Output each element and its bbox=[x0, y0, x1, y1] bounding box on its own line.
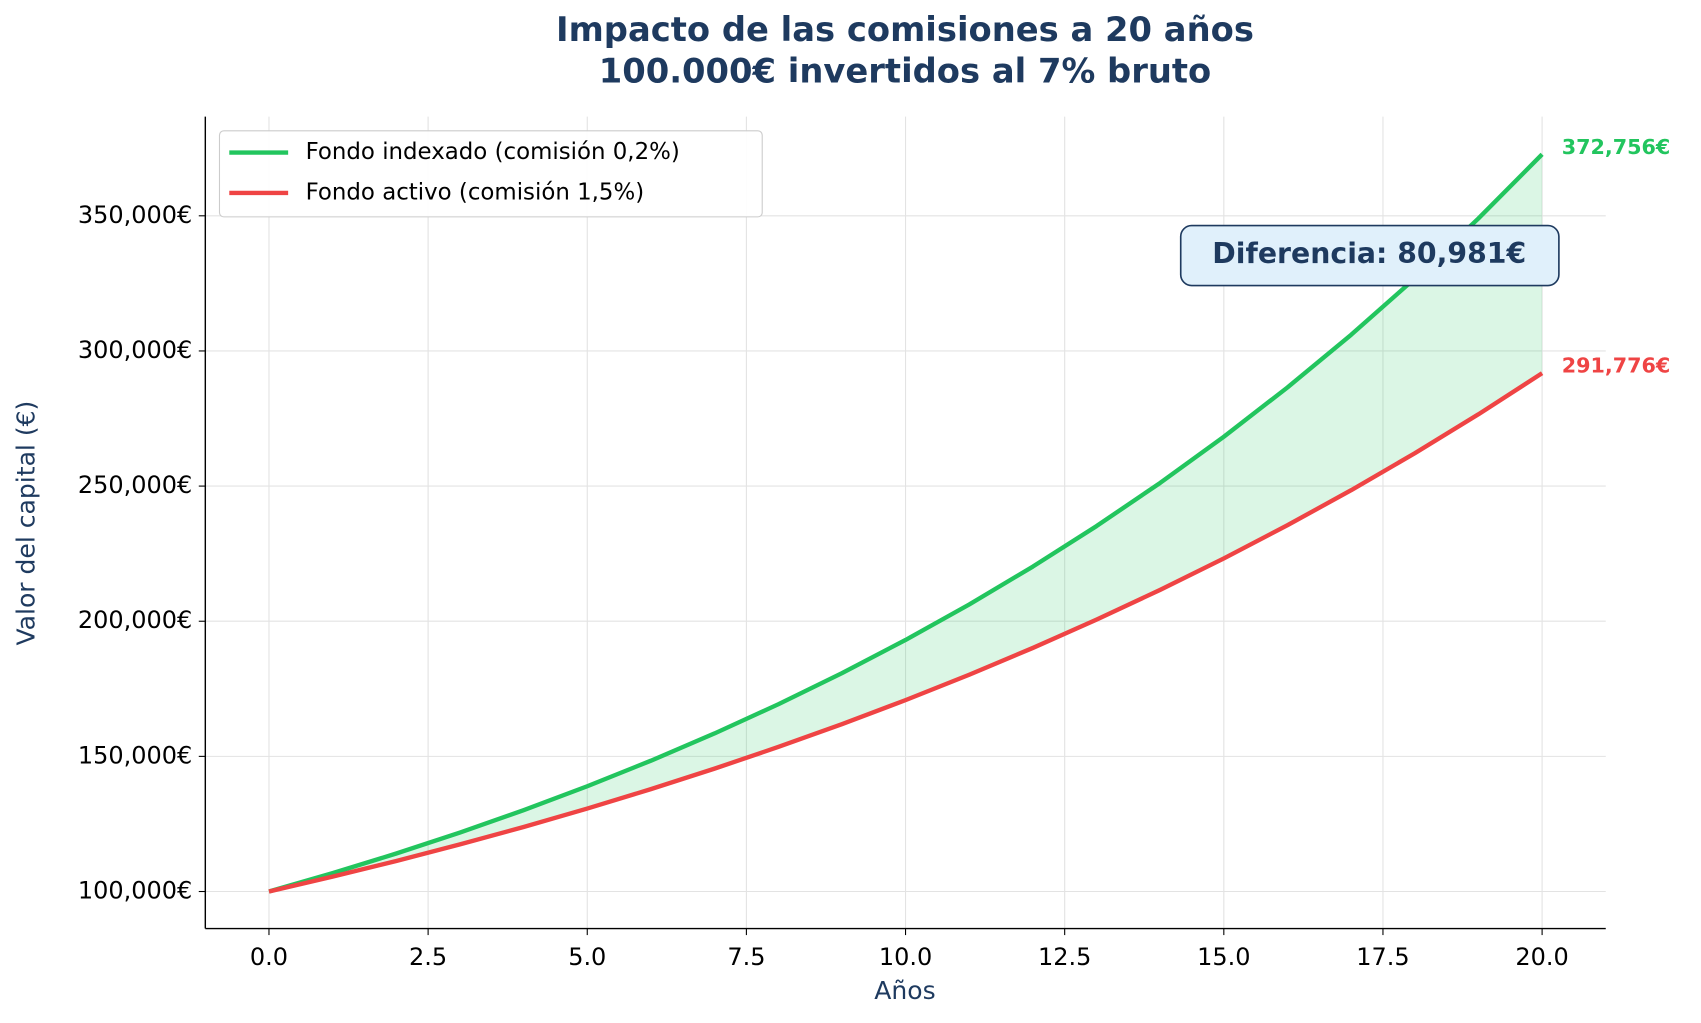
x-tick-label: 12.5 bbox=[1038, 943, 1091, 971]
annotation: Diferencia: 80,981€ bbox=[1212, 237, 1526, 270]
x-tick-label: 10.0 bbox=[879, 943, 932, 971]
x-tick-label: 7.5 bbox=[727, 943, 765, 971]
annotation-box bbox=[1179, 224, 1560, 287]
x-tick-label: 20.0 bbox=[1515, 943, 1568, 971]
series-line bbox=[268, 371, 1544, 894]
y-tick-label: 350,000€ bbox=[78, 201, 192, 229]
x-tick-label: 2.5 bbox=[409, 943, 447, 971]
value-label: 372,756€ bbox=[1562, 135, 1671, 159]
y-tick-label: 100,000€ bbox=[78, 877, 192, 905]
legend-label: Fondo activo (comisión 1,5%) bbox=[306, 179, 645, 205]
x-tick-label: 17.5 bbox=[1356, 943, 1409, 971]
y-tick-label: 150,000€ bbox=[78, 741, 192, 769]
x-tick-label: 15.0 bbox=[1197, 943, 1250, 971]
value-label: 291,776€ bbox=[1562, 354, 1671, 378]
y-tick-label: 250,000€ bbox=[78, 471, 192, 499]
chart-subtitle: 100.000€ invertidos al 7% bruto bbox=[599, 52, 1212, 91]
x-tick-label: 0.0 bbox=[250, 943, 288, 971]
legend-box bbox=[218, 130, 763, 218]
y-tick-label: 300,000€ bbox=[78, 336, 192, 364]
y-axis-label: Valor del capital (€) bbox=[12, 401, 41, 646]
x-axis-label: Años bbox=[874, 976, 935, 1005]
legend-label: Fondo indexado (comisión 0,2%) bbox=[306, 139, 680, 165]
x-tick-label: 5.0 bbox=[568, 943, 606, 971]
chart-title: Impacto de las comisiones a 20 años bbox=[556, 10, 1254, 49]
y-tick-label: 200,000€ bbox=[78, 606, 192, 634]
series-line bbox=[268, 152, 1544, 894]
